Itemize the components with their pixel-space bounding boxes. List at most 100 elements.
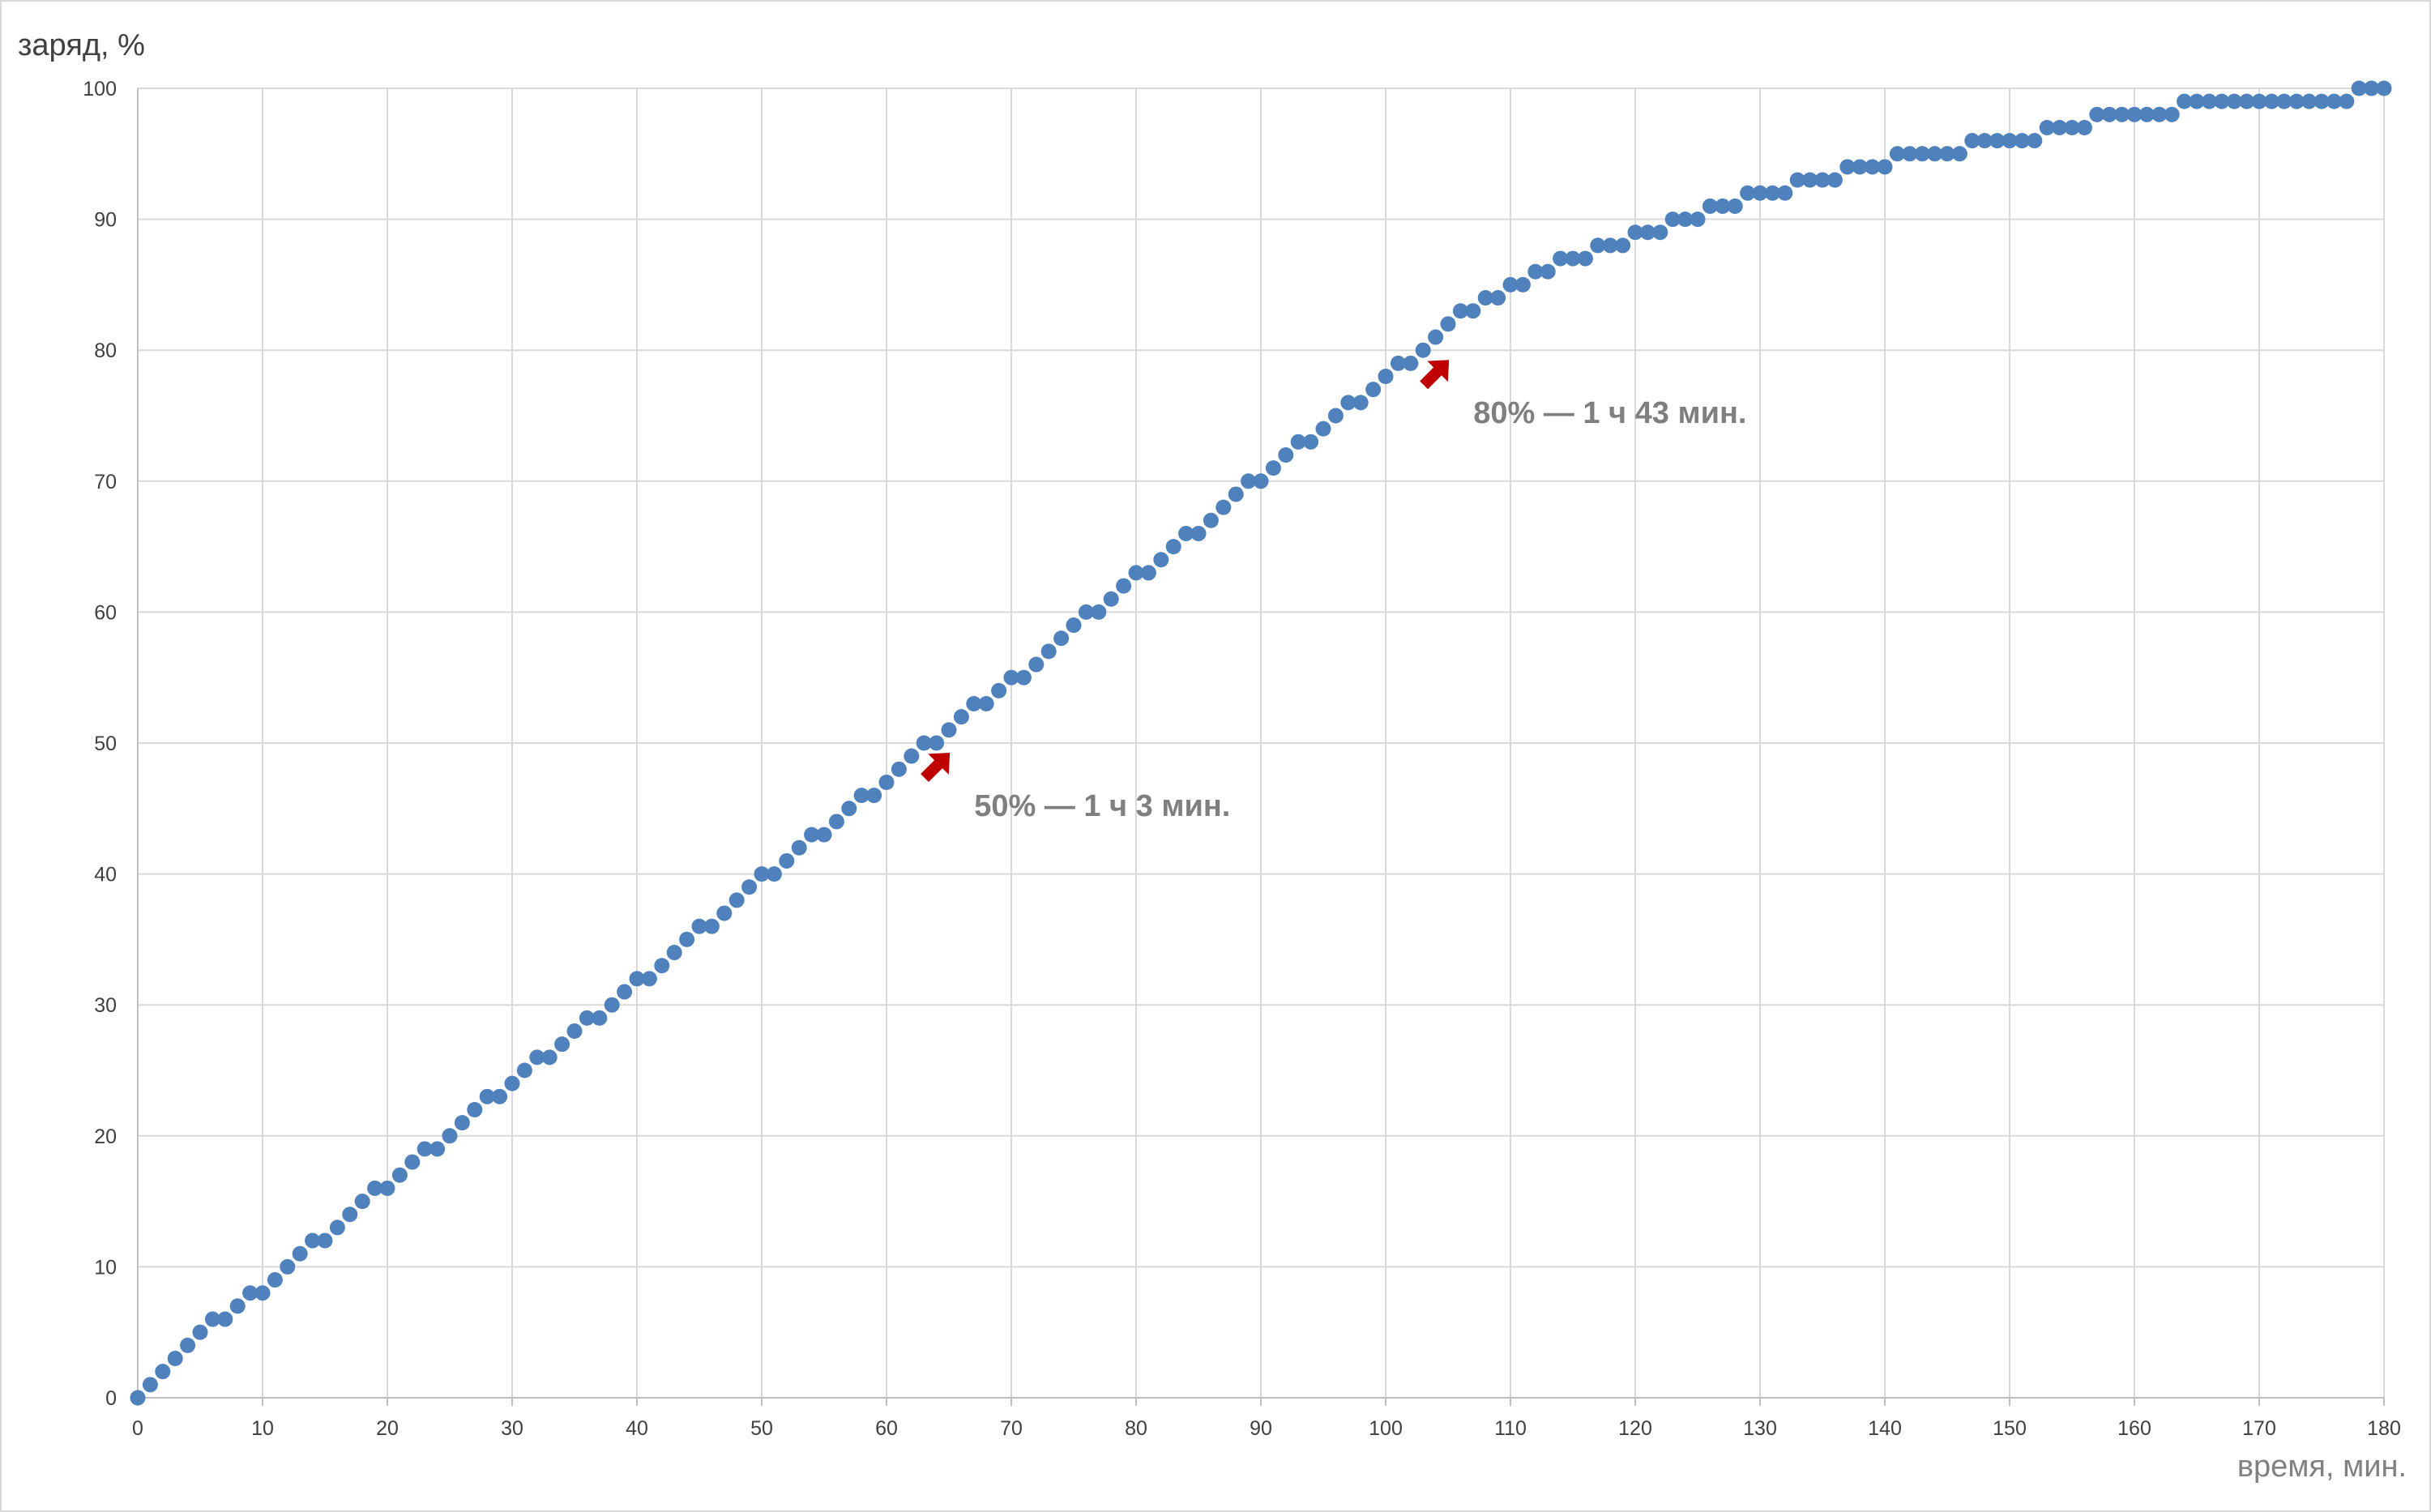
data-point	[941, 722, 957, 738]
data-point	[1976, 133, 1993, 149]
data-point	[2351, 80, 2367, 96]
data-point	[929, 735, 945, 751]
data-point	[878, 774, 895, 790]
annotation-label: 80% — 1 ч 43 мин.	[1473, 396, 1746, 430]
data-point	[1715, 198, 1731, 214]
x-tick-label: 30	[501, 1417, 523, 1440]
data-point	[2027, 133, 2043, 149]
data-point	[2076, 119, 2092, 135]
data-point	[1939, 146, 1955, 162]
data-point	[703, 918, 720, 934]
data-point	[1066, 617, 1082, 634]
data-point	[1615, 237, 1631, 254]
data-point	[1927, 146, 1943, 162]
y-tick-label: 60	[94, 601, 117, 624]
data-point	[167, 1351, 183, 1367]
data-point	[1216, 499, 1232, 515]
data-point	[1764, 185, 1780, 201]
data-point	[479, 1088, 495, 1104]
data-point	[229, 1298, 246, 1314]
data-point	[1103, 591, 1119, 607]
data-point	[1814, 172, 1831, 188]
data-point	[292, 1245, 308, 1262]
data-point	[1627, 224, 1643, 241]
x-tick-label: 150	[1993, 1417, 2027, 1440]
data-point	[1315, 421, 1331, 437]
data-point	[317, 1232, 333, 1249]
x-tick-label: 60	[875, 1417, 898, 1440]
data-point	[1677, 211, 1694, 228]
data-point	[1028, 656, 1045, 673]
x-tick-label: 180	[2367, 1417, 2401, 1440]
data-point	[966, 696, 982, 712]
data-point	[1116, 578, 1132, 594]
arrow-shape	[1420, 360, 1450, 390]
y-tick-label: 50	[94, 733, 117, 755]
data-point	[1527, 263, 1544, 280]
data-point	[1502, 276, 1519, 293]
data-point	[654, 958, 670, 974]
data-point	[2126, 106, 2143, 122]
data-point	[1428, 329, 1444, 345]
data-point	[192, 1324, 208, 1340]
y-tick-label: 40	[94, 864, 117, 886]
data-point	[1590, 237, 1606, 254]
y-tick-label: 0	[105, 1387, 117, 1410]
data-point	[342, 1207, 358, 1223]
data-point	[1852, 159, 1868, 175]
data-point	[1465, 303, 1481, 319]
annotation-arrow-icon	[921, 753, 951, 783]
data-point	[1865, 159, 1881, 175]
arrow-shape	[921, 753, 951, 783]
data-point	[1403, 355, 1419, 371]
data-point	[1228, 486, 1244, 502]
data-point	[1490, 290, 1506, 306]
data-point	[604, 997, 620, 1013]
data-point	[1153, 552, 1169, 568]
x-tick-label: 90	[1250, 1417, 1272, 1440]
data-point	[2314, 93, 2330, 109]
data-point	[2251, 93, 2267, 109]
data-point	[217, 1311, 233, 1327]
data-point	[1964, 133, 1980, 149]
y-tick-label: 100	[83, 78, 117, 100]
data-point	[1241, 473, 1257, 489]
data-point	[1702, 198, 1718, 214]
data-point	[766, 866, 782, 882]
data-point	[1777, 185, 1793, 201]
y-tick-label: 20	[94, 1125, 117, 1148]
data-point	[904, 748, 920, 764]
data-point	[554, 1036, 570, 1053]
data-point	[442, 1128, 458, 1144]
data-point	[391, 1167, 408, 1183]
data-point	[866, 788, 882, 804]
data-point	[1327, 408, 1344, 424]
data-point	[2164, 106, 2180, 122]
data-point	[1340, 395, 1356, 411]
x-tick-label: 130	[1743, 1417, 1777, 1440]
x-tick-label: 50	[750, 1417, 773, 1440]
x-tick-label: 40	[626, 1417, 648, 1440]
data-point	[617, 984, 633, 1000]
data-point	[2326, 93, 2342, 109]
data-point	[1415, 342, 1431, 358]
data-point	[2288, 93, 2305, 109]
data-point	[1565, 250, 1581, 267]
data-point	[1452, 303, 1468, 319]
data-point	[2226, 93, 2242, 109]
data-point	[1914, 146, 1930, 162]
data-point	[978, 696, 994, 712]
data-point	[329, 1219, 345, 1236]
data-point	[1477, 290, 1493, 306]
data-point	[1378, 369, 1394, 385]
data-point	[404, 1154, 421, 1170]
data-point	[592, 1010, 608, 1026]
data-point	[2101, 106, 2117, 122]
data-point	[2214, 93, 2230, 109]
data-points	[130, 80, 2392, 1406]
data-point	[130, 1390, 146, 1406]
data-point	[504, 1075, 520, 1091]
data-point	[1989, 133, 2006, 149]
